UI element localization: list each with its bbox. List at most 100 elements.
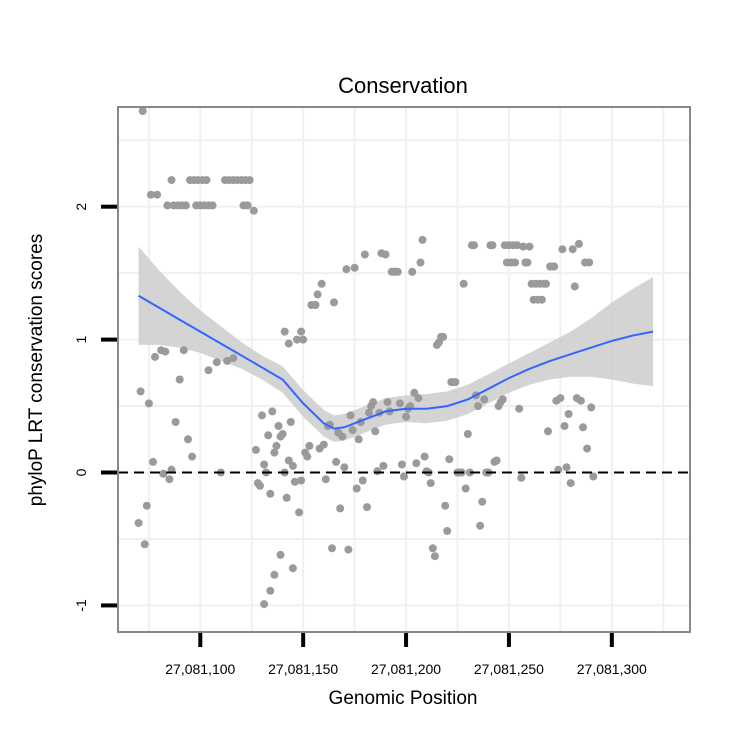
data-point	[346, 411, 355, 420]
data-point	[293, 335, 301, 344]
x-axis: 27,081,100 27,081,150 27,081,200 27,081,250…	[165, 633, 647, 677]
data-point	[297, 327, 306, 336]
data-point	[587, 403, 596, 412]
data-point	[348, 426, 357, 434]
data-point	[280, 327, 289, 336]
smooth-line	[138, 294, 654, 430]
data-point	[340, 463, 349, 472]
data-point	[363, 503, 371, 512]
data-point	[352, 484, 361, 493]
data-point	[426, 479, 435, 488]
data-point	[266, 586, 275, 595]
data-point	[270, 570, 279, 579]
data-point	[517, 473, 526, 482]
data-point	[511, 258, 520, 267]
gridlines	[118, 107, 690, 632]
data-point	[379, 461, 388, 470]
data-point	[317, 279, 326, 288]
data-point	[354, 435, 363, 444]
data-point	[295, 508, 304, 517]
data-point	[245, 176, 254, 185]
data-point	[583, 444, 592, 453]
data-point	[443, 527, 452, 535]
data-point	[428, 544, 437, 553]
data-point	[350, 263, 359, 272]
data-point	[515, 404, 524, 413]
data-point	[566, 479, 575, 488]
plot-border	[117, 106, 691, 633]
data-point	[256, 481, 264, 490]
data-point	[258, 411, 266, 420]
data-point	[373, 467, 382, 476]
data-point	[330, 298, 338, 307]
data-point	[153, 190, 162, 199]
data-point	[342, 265, 351, 274]
data-point	[418, 235, 427, 244]
data-point	[574, 239, 583, 248]
data-point	[369, 398, 378, 407]
data-point	[305, 441, 314, 450]
data-point	[579, 423, 587, 432]
data-point	[564, 410, 573, 418]
data-point	[181, 201, 190, 210]
data-point	[562, 463, 571, 472]
data-point	[470, 241, 478, 250]
data-point	[589, 472, 598, 481]
data-point	[202, 176, 211, 185]
data-point	[272, 441, 281, 450]
x-tick-label: 27,081,150	[268, 661, 338, 677]
confidence-band-layer	[138, 246, 654, 442]
data-point	[171, 418, 180, 426]
data-point	[461, 484, 470, 493]
x-tick-label: 27,081,200	[371, 661, 441, 677]
data-point	[249, 206, 258, 215]
data-point	[397, 460, 406, 469]
data-point	[223, 356, 232, 365]
data-point	[286, 418, 295, 426]
x-tick-label: 27,081,300	[577, 661, 647, 677]
y-tick-label: -1	[73, 599, 89, 612]
y-tick-label: 2	[73, 203, 89, 211]
data-point	[274, 422, 283, 430]
data-point	[136, 387, 145, 396]
data-point	[149, 457, 157, 466]
data-point	[282, 493, 291, 502]
data-point	[488, 241, 497, 250]
data-point	[480, 395, 489, 404]
data-points	[134, 107, 598, 609]
data-point	[264, 431, 273, 440]
data-point	[430, 552, 439, 561]
data-point	[558, 245, 567, 254]
data-point	[204, 366, 213, 375]
data-point	[344, 545, 353, 554]
x-tick-label: 27,081,250	[474, 661, 544, 677]
data-point	[414, 394, 423, 403]
data-point	[383, 398, 392, 407]
data-point	[498, 395, 507, 404]
data-point	[146, 190, 155, 199]
data-point	[328, 544, 336, 553]
data-point	[542, 279, 550, 288]
data-point	[284, 339, 293, 348]
y-tick-label: 0	[73, 468, 89, 476]
data-point	[144, 399, 153, 408]
data-point	[268, 407, 277, 416]
data-point	[311, 301, 320, 309]
x-tick-label: 27,081,100	[165, 661, 235, 677]
data-point	[465, 468, 474, 477]
data-point	[568, 245, 577, 254]
data-point	[408, 267, 417, 276]
data-point	[338, 432, 347, 441]
chart-title: Conservation	[338, 73, 468, 98]
data-point	[523, 258, 532, 267]
data-point	[441, 501, 450, 510]
data-point	[416, 258, 425, 267]
data-point	[360, 250, 369, 259]
data-point	[451, 378, 460, 387]
data-point	[332, 457, 341, 466]
data-point	[463, 430, 472, 438]
data-point	[179, 346, 188, 355]
data-point	[395, 399, 404, 408]
data-point	[303, 452, 312, 461]
